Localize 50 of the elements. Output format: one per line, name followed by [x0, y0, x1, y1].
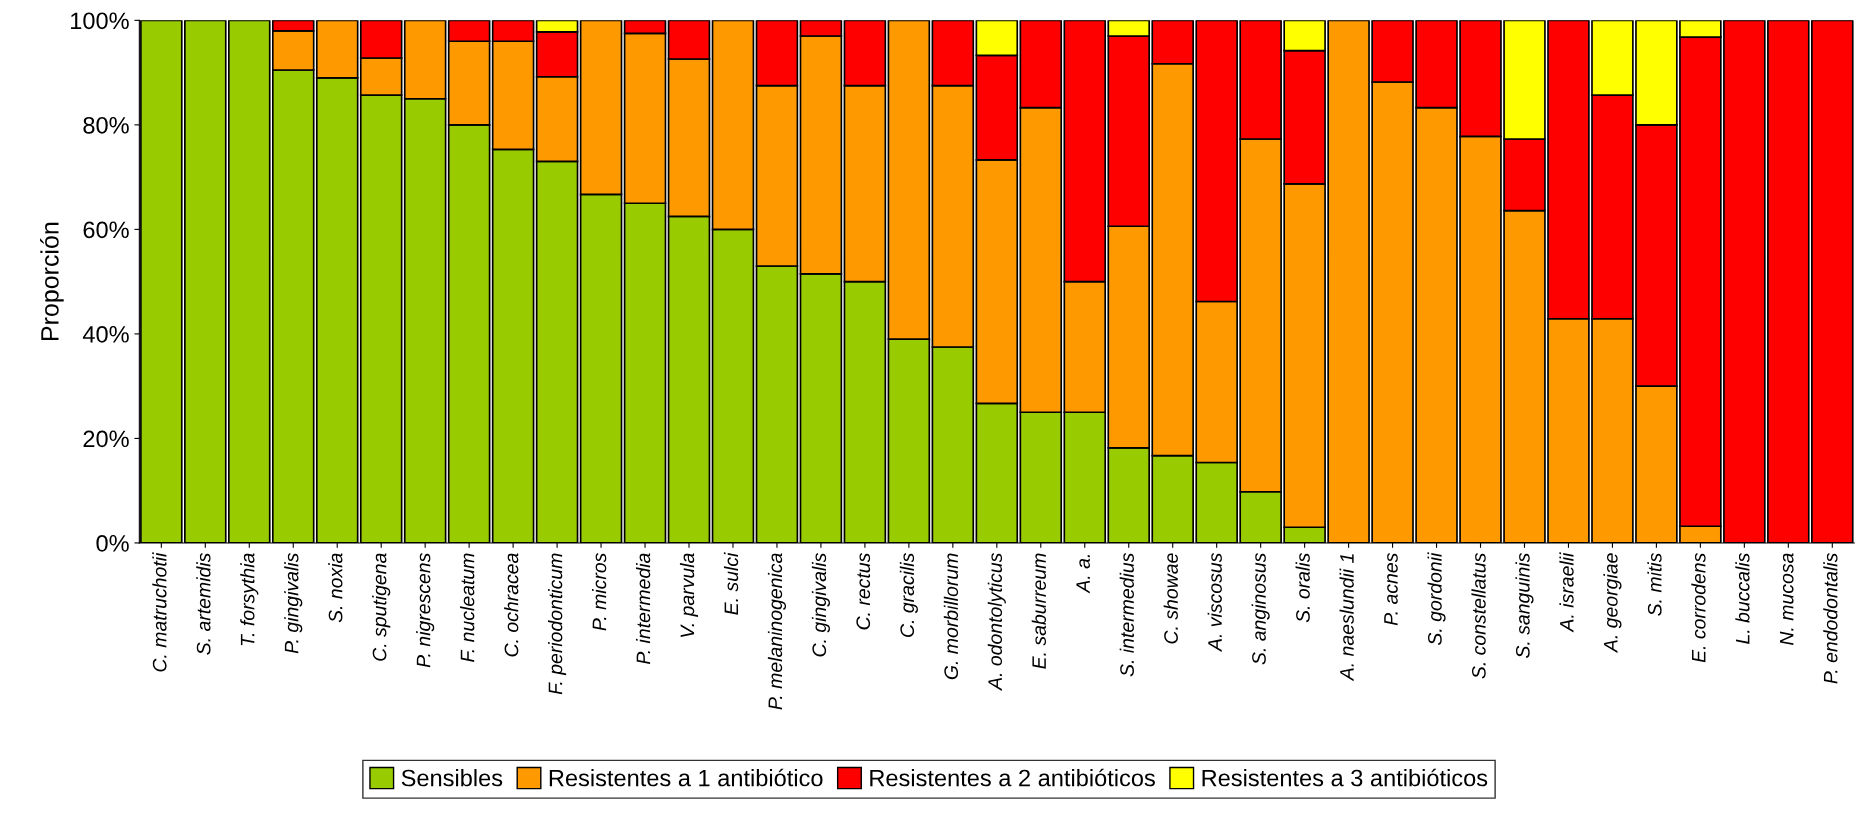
x-tick-label: P. gingivalis — [284, 553, 303, 654]
x-tick-label: V. parvula — [679, 553, 699, 638]
x-tick-label: C. ochracea — [504, 553, 519, 657]
x-tick-label: A. a. — [1076, 555, 1090, 594]
legend-label: Resistentes a 1 antibiótico — [549, 768, 823, 787]
x-tick-label: S. noxia — [328, 553, 343, 623]
x-tick-label: S. anginosus — [1251, 553, 1270, 665]
x-tick-label: E. sulci — [723, 552, 739, 615]
y-tick-label: 20% — [83, 430, 129, 448]
x-tick-label: S. gordonii — [1427, 552, 1446, 646]
x-tick-label: A. naeslundii 1 — [1339, 554, 1354, 682]
x-tick-label: G. morbillorum — [943, 553, 959, 680]
y-axis-title: Proporción — [40, 222, 64, 341]
x-tick-label: S. sanguinis — [1515, 553, 1534, 659]
x-tick-label: L. buccalis — [1735, 553, 1750, 644]
x-tick-label: A. viscosus — [1207, 553, 1222, 652]
y-tick-label: 40% — [82, 325, 129, 343]
x-tick-label: C. matruchotii — [152, 552, 167, 672]
x-tick-label: S. mitis — [1647, 553, 1662, 616]
x-tick-label: P. melaninogenica — [767, 553, 787, 710]
x-tick-label: N. mucosa — [1779, 553, 1794, 645]
x-tick-label: S. intermedius — [1119, 553, 1134, 677]
y-tick-label: 0% — [96, 535, 129, 552]
legend-label: Resistentes a 3 antibióticos — [1202, 768, 1488, 787]
x-tick-label: S. constellatus — [1471, 553, 1486, 679]
x-tick-label: P. nigrescens — [416, 553, 435, 668]
x-tick-label: P. intermedia — [635, 553, 651, 665]
x-tick-label: C. sputigena — [372, 553, 391, 661]
x-tick-label: F. periodonticum — [548, 553, 567, 695]
x-tick-label: S. oralis — [1295, 553, 1310, 623]
x-tick-label: T. forsythia — [240, 553, 259, 646]
x-tick-label: P. micros — [592, 553, 607, 631]
x-tick-label: S. artemidis — [196, 553, 211, 655]
x-tick-label: A. israelii — [1559, 552, 1574, 633]
y-tick-label: 100% — [71, 12, 129, 30]
y-tick-label: 80% — [83, 116, 129, 134]
x-tick-label: E. corrodens — [1691, 553, 1706, 663]
x-tick-label: P. endodontalis — [1823, 553, 1838, 684]
x-tick-label: C. rectus — [856, 553, 871, 630]
x-tick-label: C. showae — [1163, 553, 1178, 644]
legend-label: Resistentes a 2 antibióticos — [870, 768, 1155, 787]
x-tick-label: A. georgiae — [1603, 553, 1622, 654]
x-tick-label: P. acnes — [1384, 553, 1398, 626]
legend-label: Sensibles — [401, 769, 503, 787]
y-tick-label: 60% — [83, 221, 129, 239]
x-tick-label: F. nucleatum — [460, 553, 475, 662]
x-tick-label: E. saburreum — [1031, 553, 1047, 669]
x-tick-label: A. odontolyticus — [987, 553, 1006, 691]
x-tick-label: C. gracilis — [899, 553, 918, 637]
x-tick-label: C. gingivalis — [811, 553, 830, 657]
